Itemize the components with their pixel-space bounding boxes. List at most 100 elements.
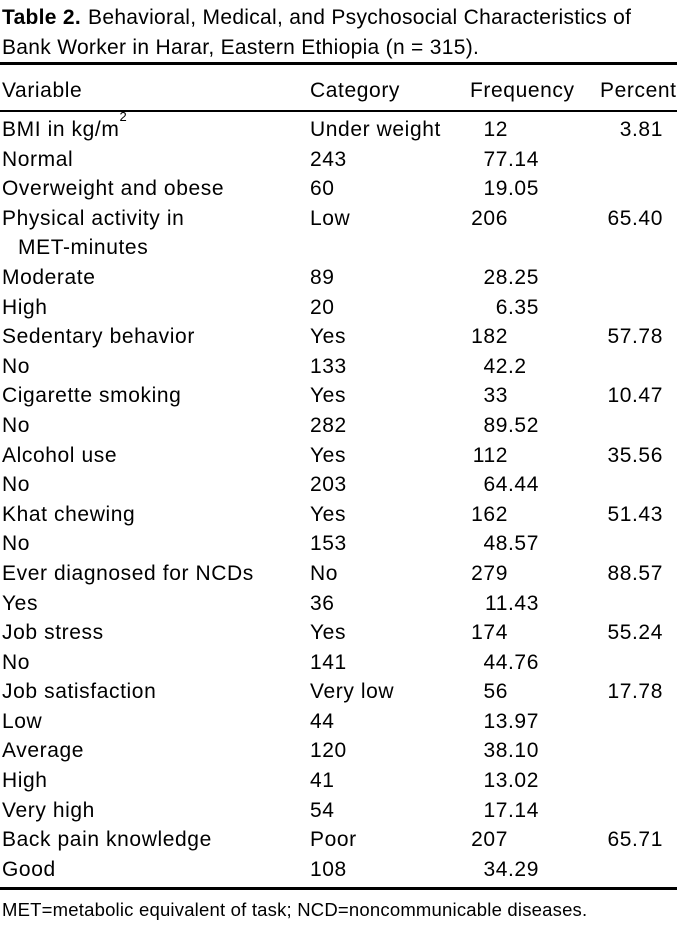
table-row: Back pain knowledge Poor 207 65.71 [0,828,677,858]
variable-cell: Physical activity in [2,206,185,230]
table-row: Ever diagnosed for NCDs No 279 88.57 [0,562,677,592]
variable-cell: No [2,473,31,497]
percent-cell [600,858,677,888]
percent-cell [600,266,677,296]
variable-cell: Good [2,857,56,881]
category-cell: 36 [310,591,335,615]
category-cell: 203 [310,473,347,497]
percent-cell: 57.78 [607,325,663,349]
table-row: No 133 42.2 [0,355,677,385]
percent-cell: 17.78 [607,680,663,704]
frequency-cell: 77.14 [483,147,539,171]
table-row: Khat chewing Yes 162 51.43 [0,503,677,533]
variable-cell: No [2,413,31,437]
table-row: Physical activity in Low 206 65.40 [0,207,677,237]
variable-cell: Overweight and obese [2,177,225,201]
frequency-cell: 19.05 [483,177,539,201]
frequency-cell: 38.10 [483,739,539,763]
frequency-cell: 56 [483,680,508,704]
table-row: Cigarette smoking Yes 33 10.47 [0,384,677,414]
superscript: 2 [119,109,127,124]
table-row: Low 44 13.97 [0,710,677,740]
header-variable: Variable [2,79,83,102]
category-cell: 133 [310,354,347,378]
variable-cell: Alcohol use [2,443,118,467]
frequency-cell: 112 [472,443,508,467]
variable-cell: No [2,532,31,556]
percent-cell: 35.56 [607,443,663,467]
table-row: High 41 13.02 [0,769,677,799]
table-title-line2: Bank Worker in Harar, Eastern Ethiopia (… [2,35,480,59]
frequency-cell: 12 [483,118,508,141]
percent-cell [600,355,677,385]
variable-cell: BMI in kg/m2 [2,109,127,141]
table-row: Good 108 34.29 [0,858,677,888]
table-row: Average 120 38.10 [0,739,677,769]
variable-cell: High [2,769,48,793]
frequency-cell: 279 [471,561,508,585]
table-footnote: MET=metabolic equivalent of task; NCD=no… [2,899,588,921]
percent-cell [600,651,677,681]
table-title-line1: Table 2. Behavioral, Medical, and Psychos… [2,3,677,33]
category-cell: Poor [310,828,357,852]
variable-cell: No [2,650,31,674]
header-frequency: Frequency [470,79,575,102]
category-cell: Very low [310,680,395,704]
category-cell: 60 [310,177,335,201]
table-header-row: Variable Category Frequency Percent [0,65,677,110]
percent-cell: 3.81 [619,118,663,141]
category-cell: No [310,561,339,585]
category-cell: Low [310,206,351,230]
variable-cell: Job satisfaction [2,680,157,704]
table-row: No 203 64.44 [0,473,677,503]
percent-cell: 65.71 [607,828,663,852]
table-row: No 282 89.52 [0,414,677,444]
percent-cell [600,296,677,326]
table-row: Normal 243 77.14 [0,148,677,178]
variable-cell: High [2,295,48,319]
category-cell: Yes [310,384,347,408]
variable-cell: Very high [2,798,95,822]
category-cell: Yes [310,502,347,526]
percent-cell: 51.43 [607,502,663,526]
variable-cell: MET-minutes [18,236,149,260]
frequency-cell: 89.52 [483,413,539,437]
header-percent: Percent [600,79,677,102]
category-cell: 41 [310,769,335,793]
variable-cell: Sedentary behavior [2,325,195,349]
table-row: Job stress Yes 174 55.24 [0,621,677,651]
header-rule [0,110,677,112]
frequency-cell: 174 [471,621,508,645]
category-cell: Yes [310,621,347,645]
table-title-text: Behavioral, Medical, and Psychosocial Ch… [88,6,632,29]
frequency-cell: 44.76 [483,650,539,674]
table-row: Very high 54 17.14 [0,799,677,829]
category-cell: Yes [310,443,347,467]
table-row: Moderate 89 28.25 [0,266,677,296]
category-cell: Under weight [310,118,441,141]
category-cell: 141 [310,650,347,674]
category-cell: 282 [310,413,347,437]
percent-cell: 88.57 [607,561,663,585]
category-cell: Yes [310,325,347,349]
category-cell: 20 [310,295,335,319]
variable-cell: Moderate [2,265,96,289]
variable-cell: Normal [2,147,74,171]
variable-cell: Average [2,739,85,763]
percent-cell [600,532,677,562]
category-cell: 54 [310,798,335,822]
header-category: Category [310,79,401,102]
percent-cell [600,710,677,740]
frequency-cell: 206 [471,206,508,230]
percent-cell [600,473,677,503]
table-row: Sedentary behavior Yes 182 57.78 [0,325,677,355]
category-cell: 120 [310,739,347,763]
variable-cell: Low [2,709,43,733]
table-row: No 153 48.57 [0,532,677,562]
table-row: Job satisfaction Very low 56 17.78 [0,680,677,710]
category-cell: 44 [310,709,335,733]
table-title: Table 2. Behavioral, Medical, and Psychos… [0,0,677,62]
frequency-cell: 11.43 [485,591,539,615]
top-rule [0,62,677,65]
